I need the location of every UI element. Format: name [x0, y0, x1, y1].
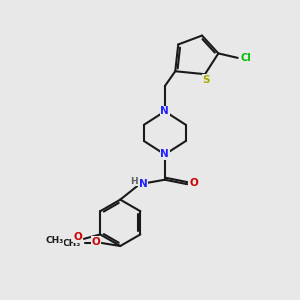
Text: CH₃: CH₃ — [63, 238, 81, 247]
Text: N: N — [160, 149, 169, 160]
Text: O: O — [92, 236, 100, 247]
Text: S: S — [203, 75, 210, 85]
Text: N: N — [160, 106, 169, 116]
Text: H: H — [130, 177, 138, 186]
Text: CH₃: CH₃ — [46, 236, 64, 245]
Text: N: N — [139, 179, 148, 189]
Text: Cl: Cl — [241, 53, 251, 63]
Text: O: O — [74, 232, 82, 242]
Text: O: O — [189, 178, 198, 188]
